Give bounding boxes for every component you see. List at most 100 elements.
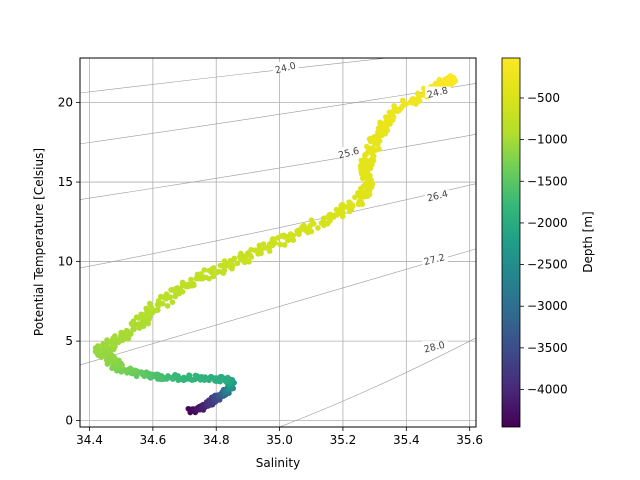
contour-label-bg xyxy=(421,341,448,353)
colorbar-tick-label: −1500 xyxy=(527,174,568,188)
scatter-point xyxy=(403,101,410,107)
scatter-point xyxy=(277,241,284,248)
scatter-point xyxy=(303,226,310,233)
scatter-point xyxy=(214,269,221,276)
x-axis-ticks: 34.4 34.6 34.8 35.0 35.2 35.4 35.6 xyxy=(76,427,483,447)
scatter-point xyxy=(164,303,171,309)
contour-label-bg xyxy=(424,86,451,98)
scatter-point xyxy=(287,231,294,237)
scatter-point xyxy=(362,151,369,158)
colorbar-ticks: −500 −1000 −1500 −2000 −2500 −3000 −3500 −4000 xyxy=(520,91,568,397)
scatter-point xyxy=(376,146,382,152)
scatter-point xyxy=(127,365,134,372)
y-axis-ticks: 0 5 10 15 20 xyxy=(58,96,80,428)
y-tick-label: 10 xyxy=(58,255,73,269)
scatter-point xyxy=(326,211,333,218)
scatter-point xyxy=(145,320,151,327)
contour-label-bg xyxy=(272,61,299,73)
scatter-point xyxy=(263,245,269,251)
scatter-point xyxy=(222,378,229,385)
scatter-point xyxy=(132,367,139,374)
scatter-point xyxy=(307,222,314,229)
y-axis-label: Potential Temperature [Celsius] xyxy=(32,148,46,336)
scatter-point xyxy=(209,265,216,272)
contour-label: 26.4 xyxy=(426,189,449,205)
contour-label-bg xyxy=(424,189,451,201)
scatter-point xyxy=(111,355,118,361)
scatter-point xyxy=(270,236,276,242)
scatter-point xyxy=(358,198,364,205)
contour-label: 27.2 xyxy=(423,252,446,268)
contour-label: 24.8 xyxy=(426,85,449,101)
scatter-point xyxy=(190,281,197,287)
colorbar-tick-label: −500 xyxy=(527,91,560,105)
scatter-point xyxy=(391,103,397,109)
scatter-point xyxy=(358,188,365,195)
density-contour xyxy=(80,134,476,200)
scatter-point xyxy=(234,260,241,267)
scatter-point xyxy=(269,242,276,249)
x-tick-label: 35.4 xyxy=(393,433,420,447)
scatter-point xyxy=(433,80,439,87)
scatter-point xyxy=(399,97,406,104)
colorbar-tick-label: −2000 xyxy=(527,216,568,230)
grid-lines xyxy=(80,58,476,427)
scatter-point xyxy=(163,291,170,297)
scatter-point xyxy=(130,318,137,324)
scatter-point xyxy=(339,213,346,220)
scatter-point xyxy=(331,212,338,219)
scatter-point xyxy=(447,73,454,79)
scatter-point xyxy=(134,321,141,328)
scatter-point xyxy=(219,269,225,275)
scatter-point xyxy=(231,255,238,262)
contour-label: 28.0 xyxy=(423,340,446,356)
scatter-point xyxy=(370,137,377,144)
scatter-point xyxy=(206,275,212,282)
scatter-point xyxy=(109,365,115,372)
scatter-point xyxy=(308,217,315,223)
contour-label: 25.6 xyxy=(337,146,360,162)
scatter-point xyxy=(248,254,255,260)
scatter-point xyxy=(283,234,289,240)
scatter-point xyxy=(230,262,236,269)
scatter-point xyxy=(112,333,118,339)
colorbar-tick-label: −2500 xyxy=(527,258,568,272)
scatter-point xyxy=(443,79,450,86)
colorbar xyxy=(501,57,521,428)
x-tick-label: 35.0 xyxy=(266,433,293,447)
scatter-point xyxy=(398,105,405,111)
scatter-point xyxy=(188,276,194,283)
x-tick-label: 34.4 xyxy=(76,433,103,447)
scatter-point xyxy=(95,343,101,349)
x-axis-label: Salinity xyxy=(256,456,300,470)
density-contour-labels: 24.0 24.8 25.6 26.4 27.2 28.0 xyxy=(272,61,451,356)
plot-frame xyxy=(79,57,477,428)
y-tick-label: 5 xyxy=(65,334,73,348)
scatter-point xyxy=(173,287,180,293)
colorbar-tick-label: −1000 xyxy=(527,133,568,147)
scatter-point xyxy=(377,129,383,136)
scatter-point xyxy=(185,376,192,382)
scatter-point xyxy=(315,225,321,231)
scatter-point xyxy=(336,208,343,214)
x-tick-label: 34.8 xyxy=(203,433,230,447)
scatter-point xyxy=(322,220,329,227)
scatter-point xyxy=(198,271,204,277)
density-contour xyxy=(80,183,476,269)
scatter-points xyxy=(92,73,459,416)
x-tick-label: 35.6 xyxy=(456,433,483,447)
scatter-point xyxy=(140,312,147,318)
scatter-point xyxy=(347,200,354,207)
y-tick-label: 20 xyxy=(58,96,73,110)
scatter-point xyxy=(362,157,369,163)
contour-label-bg xyxy=(421,253,448,265)
density-contour xyxy=(80,248,476,366)
colorbar-tick-label: −3500 xyxy=(527,341,568,355)
scatter-point xyxy=(169,299,176,305)
scatter-point xyxy=(201,267,208,273)
scatter-point xyxy=(243,255,249,262)
scatter-point xyxy=(155,297,162,304)
scatter-point xyxy=(451,76,458,83)
scatter-point xyxy=(281,242,288,248)
